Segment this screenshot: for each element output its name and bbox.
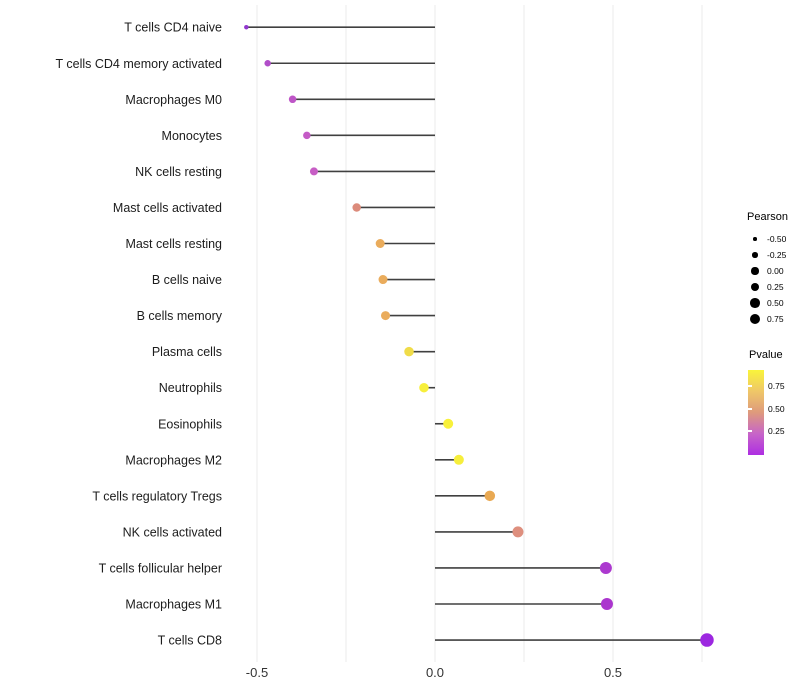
lollipop-dot: [419, 382, 429, 393]
category-label: Mast cells activated: [113, 201, 222, 215]
lollipop-dot: [288, 95, 297, 104]
pearson-legend-value: 0.00: [767, 266, 784, 276]
lollipop-dot: [264, 60, 271, 67]
lollipop-dot: [381, 311, 391, 321]
lollipop-dot: [303, 131, 311, 140]
pearson-legend-title: Pearson: [747, 211, 788, 223]
pearson-legend-entry: 0.75: [740, 311, 786, 327]
pvalue-colorbar: [748, 370, 764, 455]
lollipop-dot: [378, 275, 388, 285]
category-label: Macrophages M0: [125, 93, 222, 107]
pearson-legend-dot-cell: [744, 252, 766, 258]
category-label: Macrophages M2: [125, 453, 222, 467]
size-key-dot: [750, 298, 760, 308]
size-key-dot: [750, 282, 760, 292]
lollipop-dot: [443, 418, 454, 429]
lollipop-dot: [453, 454, 464, 465]
category-label: T cells regulatory Tregs: [92, 489, 222, 503]
lollipop-dot: [375, 239, 385, 248]
pvalue-color-legend: Pvalue 0.75 0.50 0.25: [740, 345, 800, 475]
pearson-legend-dot-cell: [744, 237, 766, 241]
category-label: T cells CD8: [158, 634, 222, 648]
colorbar-tick-mark: [748, 385, 752, 387]
lollipop-dot: [244, 24, 249, 30]
size-key-dot: [751, 267, 759, 275]
category-label: Monocytes: [162, 129, 222, 143]
size-key-dot: [752, 252, 758, 258]
category-label: Eosinophils: [158, 417, 222, 431]
category-label: T cells CD4 naive: [124, 21, 222, 35]
category-label: T cells CD4 memory activated: [56, 57, 223, 71]
colorbar-tick-mark: [748, 408, 752, 410]
x-tick-label: 0.0: [426, 665, 444, 680]
pearson-size-legend: Pearson -0.50 -0.25 0.00 0.25 0.50 0.75: [740, 205, 800, 335]
pearson-legend-dot-cell: [744, 267, 766, 275]
pearson-legend-dot-cell: [744, 298, 766, 308]
pearson-legend-entries: -0.50 -0.25 0.00 0.25 0.50 0.75: [740, 231, 786, 327]
lollipop-dot: [309, 167, 318, 176]
colorbar-tick-label: 0.50: [768, 404, 785, 414]
pearson-legend-entry: -0.25: [740, 247, 786, 263]
colorbar-tick-label: 0.75: [768, 381, 785, 391]
pearson-legend-dot-cell: [744, 282, 766, 292]
pearson-legend-entry: 0.00: [740, 263, 786, 279]
x-tick-label: -0.5: [246, 665, 268, 680]
pearson-legend-entry: 0.50: [740, 295, 786, 311]
category-label: Mast cells resting: [125, 237, 222, 251]
lollipop-dot: [700, 633, 714, 647]
pvalue-legend-title: Pvalue: [749, 349, 783, 361]
pearson-legend-value: 0.50: [767, 298, 784, 308]
pearson-legend-value: -0.50: [767, 234, 787, 244]
category-label: NK cells activated: [123, 525, 222, 539]
lollipop-dot: [600, 598, 613, 610]
lollipop-dot: [352, 203, 361, 212]
colorbar-tick-label: 0.25: [768, 426, 785, 436]
category-label: B cells memory: [137, 309, 223, 323]
category-label: B cells naive: [152, 273, 222, 287]
pearson-legend-value: -0.25: [767, 250, 787, 260]
size-key-dot: [753, 237, 757, 241]
pearson-legend-value: 0.75: [767, 314, 784, 324]
x-tick-label: 0.5: [604, 665, 622, 680]
category-label: Macrophages M1: [125, 598, 222, 612]
category-label: T cells follicular helper: [99, 561, 222, 575]
pearson-legend-entry: -0.50: [740, 231, 786, 247]
pearson-legend-dot-cell: [744, 313, 766, 325]
lollipop-dot: [599, 561, 612, 574]
pearson-legend-entry: 0.25: [740, 279, 786, 295]
category-label: Plasma cells: [152, 345, 222, 359]
lollipop-dot: [404, 346, 414, 357]
category-label: Neutrophils: [159, 381, 222, 395]
category-label: NK cells resting: [135, 165, 222, 179]
colorbar-tick-mark: [748, 430, 752, 432]
lollipop-dot: [484, 490, 496, 502]
size-key-dot: [749, 313, 761, 325]
pearson-legend-value: 0.25: [767, 282, 784, 292]
lollipop-dot: [512, 526, 524, 538]
